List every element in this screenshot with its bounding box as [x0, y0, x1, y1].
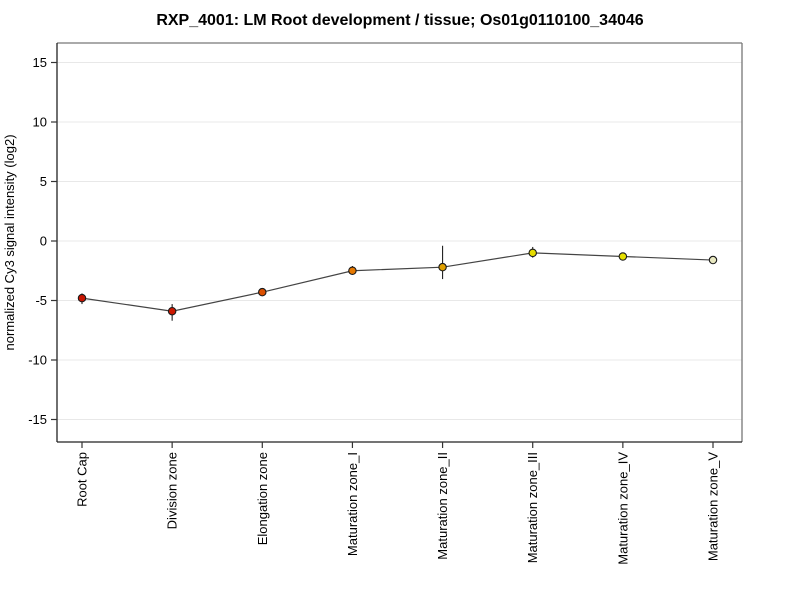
data-point [77, 293, 87, 303]
data-point [528, 248, 537, 258]
x-tick-label: Division zone [165, 452, 180, 529]
y-tick-label: 5 [40, 174, 47, 189]
data-point [708, 255, 718, 265]
data-point [618, 252, 628, 261]
y-tick-label: -10 [28, 353, 47, 368]
y-axis-label: normalized Cy3 signal intensity (log2) [2, 134, 17, 350]
x-tick-label: Maturation zone_V [706, 452, 721, 561]
y-tick-label: -15 [28, 412, 47, 427]
x-tick-label: Maturation zone_II [435, 452, 450, 560]
x-tick-label: Elongation zone [255, 452, 270, 545]
data-point [167, 306, 177, 316]
y-tick-label: 10 [33, 115, 47, 130]
y-tick-label: -5 [35, 293, 47, 308]
chart-title: RXP_4001: LM Root development / tissue; … [156, 12, 644, 29]
y-tick-label: 0 [40, 234, 47, 249]
x-tick-label: Maturation zone_I [345, 452, 360, 556]
y-tick-label: 15 [33, 55, 47, 70]
x-tick-label: Root Cap [75, 452, 90, 507]
x-tick-label: Maturation zone_III [525, 452, 540, 563]
data-point [348, 266, 357, 275]
series-line [81, 252, 714, 312]
x-tick-label: Maturation zone_IV [615, 452, 630, 565]
data-point [438, 262, 447, 272]
data-point [258, 287, 267, 297]
